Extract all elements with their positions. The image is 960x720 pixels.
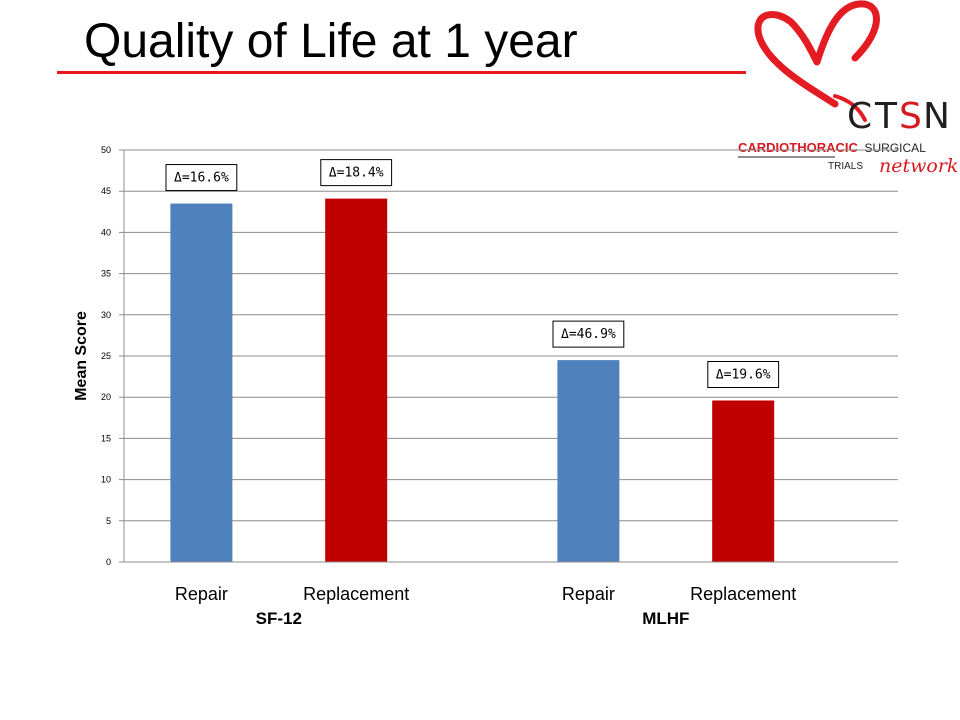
- logo-line1-bold: CARDIOTHORACIC: [738, 140, 858, 155]
- logo-line2-right: network: [879, 155, 958, 177]
- title-underline: [57, 71, 746, 74]
- bar: [170, 203, 233, 562]
- ctsn-logo: C T S N CARDIOTHORACIC SURGICAL TRIALS n…: [738, 0, 958, 177]
- x-category-label: Replacement: [303, 584, 409, 604]
- logo-line1: CARDIOTHORACIC SURGICAL: [738, 140, 926, 155]
- y-tick-label: 10: [101, 475, 111, 485]
- delta-annotation-box: [320, 159, 393, 187]
- delta-annotation-box: [707, 360, 780, 388]
- y-tick-label: 50: [101, 145, 111, 155]
- delta-annotation-box: [165, 164, 238, 192]
- bar: [712, 400, 775, 562]
- logo-line1-rest: SURGICAL: [865, 141, 927, 155]
- logo-letter-s: S: [899, 96, 922, 137]
- y-tick-label: 20: [101, 392, 111, 402]
- delta-annotation-box: [552, 320, 625, 348]
- ctsn-letters: C T S N: [847, 96, 950, 137]
- y-tick-label: 15: [101, 433, 111, 443]
- y-tick-label: 0: [106, 557, 111, 567]
- logo-line2-left: TRIALS: [828, 161, 863, 172]
- bar: [557, 360, 620, 562]
- logo-letter-c: C: [847, 96, 872, 137]
- delta-annotation: Δ=16.6%: [174, 171, 229, 186]
- delta-annotation: Δ=19.6%: [716, 367, 771, 382]
- heart-icon: [754, 0, 880, 108]
- logo-letter-t: T: [874, 96, 898, 137]
- x-group-label: MLHF: [642, 609, 689, 628]
- y-tick-label: 5: [106, 516, 111, 526]
- y-tick-label: 40: [101, 227, 111, 237]
- y-tick-label: 30: [101, 310, 111, 320]
- heart-accent-icon: [833, 94, 867, 122]
- x-category-label: Repair: [175, 584, 228, 604]
- y-tick-label: 45: [101, 186, 111, 196]
- slide-title: Quality of Life at 1 year: [84, 15, 578, 68]
- bar: [325, 198, 388, 562]
- delta-annotation: Δ=18.4%: [329, 166, 384, 181]
- y-tick-label: 35: [101, 269, 111, 279]
- y-axis-label: Mean Score: [73, 311, 90, 401]
- delta-annotation: Δ=46.9%: [561, 327, 616, 342]
- x-group-label: SF-12: [256, 609, 302, 628]
- x-category-label: Replacement: [690, 584, 796, 604]
- logo-letter-n: N: [923, 96, 950, 137]
- y-tick-label: 25: [101, 351, 111, 361]
- x-category-label: Repair: [562, 584, 615, 604]
